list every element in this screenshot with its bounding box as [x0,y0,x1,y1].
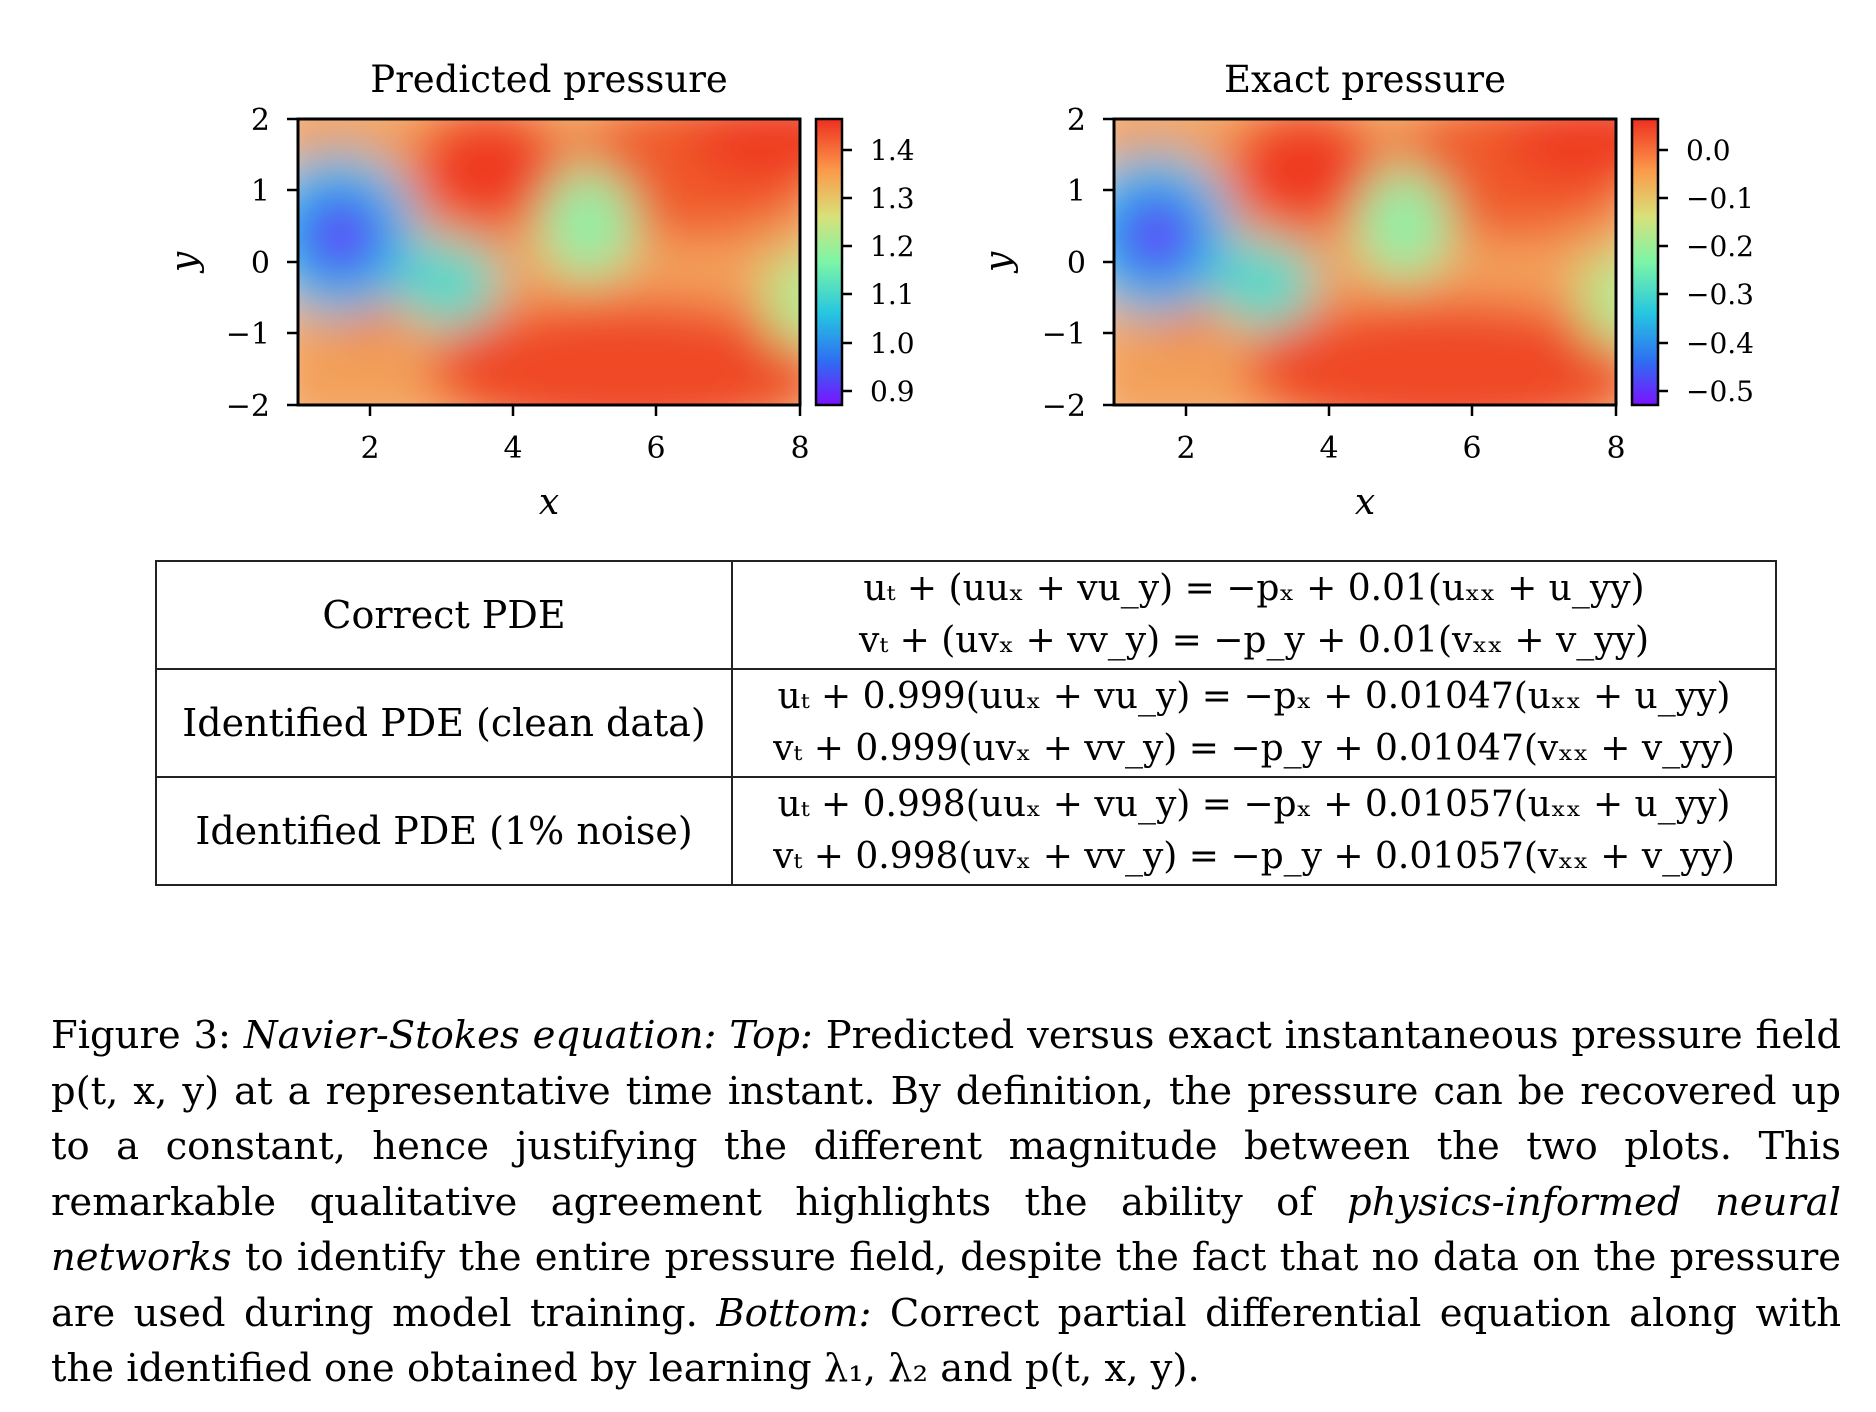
table-row: Identified PDE (clean data) uₜ + 0.999(u… [155,668,1777,778]
colorbar-tick: 1.0 [870,327,915,360]
equation-line: uₜ + 0.998(uuₓ + vu_y) = −pₓ + 0.01057(u… [777,784,1731,825]
colorbar: 0.0 −0.1 −0.2 −0.3 −0.4 −0.5 [1630,117,1754,408]
y-tick: 2 [251,103,270,138]
colorbar-tick: 0.9 [870,375,915,408]
equation-line: uₜ + 0.999(uuₓ + vu_y) = −pₓ + 0.01047(u… [777,676,1731,717]
caption-text: Predicted versus exact instantaneous pre… [51,1013,1841,1225]
colorbar-tick: −0.3 [1686,278,1754,311]
figure-caption: Figure 3: Navier-Stokes equation: Top: P… [51,1008,1841,1397]
x-tick: 4 [503,431,522,466]
y-tick: −2 [1042,389,1086,424]
table-row: Identified PDE (1% noise) uₜ + 0.998(uuₓ… [155,776,1777,886]
plot-predicted: Predicted pressure 2 1 0 −1 −2 2 4 6 8 x… [164,58,915,523]
caption-title: Navier-Stokes equation: [243,1013,717,1058]
colorbar-tick: 1.2 [870,230,915,263]
plot-title: Predicted pressure [370,58,728,101]
table-row: Correct PDE uₜ + (uuₓ + vu_y) = −pₓ + 0.… [155,560,1777,670]
x-tick: 6 [646,431,665,466]
row-label: Identified PDE (1% noise) [155,776,733,886]
equation-line: uₜ + (uuₓ + vu_y) = −pₓ + 0.01(uₓₓ + u_y… [863,568,1645,609]
y-tick: −2 [226,389,270,424]
caption-bottom-label: Bottom: [716,1290,872,1336]
caption-text: to identify the entire pressure field, d… [51,1235,1842,1336]
caption-top-label: Top: [729,1013,813,1058]
y-tick: 0 [251,246,270,281]
y-tick: 0 [1067,246,1086,281]
colorbar-tick: 1.1 [870,278,915,311]
caption-pinn: physics-informed neural networks [51,1179,1841,1281]
x-tick: 8 [790,431,809,466]
colorbar-tick: −0.2 [1686,230,1754,263]
colorbar-tick: −0.5 [1686,375,1754,408]
x-tick: 6 [1462,431,1481,466]
pressure-figure: Predicted pressure 2 1 0 −1 −2 2 4 6 8 x… [164,58,1754,523]
row-label: Correct PDE [155,560,733,670]
row-label: Identified PDE (clean data) [155,668,733,778]
x-tick: 2 [1176,431,1195,466]
y-tick: −1 [226,317,270,352]
y-tick: 1 [251,174,270,209]
equation-line: vₜ + 0.998(uvₓ + vv_y) = −p_y + 0.01057(… [773,836,1735,877]
x-tick: 4 [1319,431,1338,466]
colorbar-tick: 1.3 [870,182,915,215]
equation-cell: uₜ + 0.998(uuₓ + vu_y) = −pₓ + 0.01057(u… [731,776,1777,886]
equation-cell: uₜ + 0.999(uuₓ + vu_y) = −pₓ + 0.01047(u… [731,668,1777,778]
colorbar-tick: −0.4 [1686,327,1754,360]
caption-label: Figure 3: [51,1013,231,1058]
plot-title: Exact pressure [1224,58,1506,101]
plot-exact: Exact pressure 2 1 0 −1 −2 2 4 6 8 x y [978,58,1754,523]
x-tick: 2 [360,431,379,466]
caption-text: Correct partial differential equation al… [51,1290,1841,1392]
pde-table: Correct PDE uₜ + (uuₓ + vu_y) = −pₓ + 0.… [155,560,1777,886]
colorbar-tick: 0.0 [1686,134,1731,167]
heatmap-exact [1114,119,1616,405]
x-axis-label: x [539,482,559,523]
equation-line: vₜ + (uvₓ + vv_y) = −p_y + 0.01(vₓₓ + v_… [858,620,1649,661]
y-axis-label: y [978,251,1019,274]
x-tick: 8 [1606,431,1625,466]
colorbar: 1.4 1.3 1.2 1.1 1.0 0.9 [814,117,915,408]
y-tick: −1 [1042,317,1086,352]
y-tick: 2 [1067,103,1086,138]
x-axis-label: x [1355,482,1375,523]
equation-cell: uₜ + (uuₓ + vu_y) = −pₓ + 0.01(uₓₓ + u_y… [731,560,1777,670]
colorbar-tick: −0.1 [1686,182,1754,215]
heatmap-predicted [298,119,800,405]
y-axis-label: y [164,251,205,274]
equation-line: vₜ + 0.999(uvₓ + vv_y) = −p_y + 0.01047(… [773,728,1735,769]
y-tick: 1 [1067,174,1086,209]
colorbar-tick: 1.4 [870,134,915,167]
